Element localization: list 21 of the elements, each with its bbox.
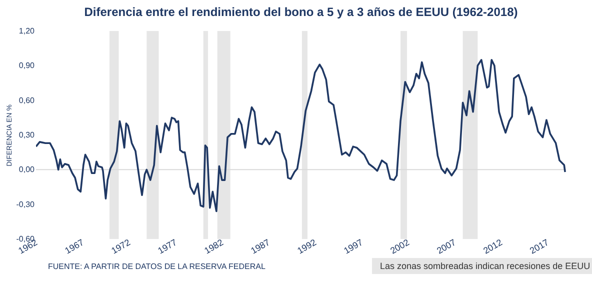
x-tick-label: 1972 bbox=[110, 237, 132, 256]
y-tick-label: 1,20 bbox=[18, 26, 36, 36]
x-tick-label: 1977 bbox=[156, 237, 178, 256]
x-tick-label: 2017 bbox=[528, 237, 550, 256]
text: Las zonas sombreadas indican recesiones de EEUU bbox=[372, 258, 592, 274]
x-tick-label: 1982 bbox=[202, 237, 225, 256]
y-tick-label: 0,00 bbox=[18, 165, 36, 174]
y-tick-label: 0,30 bbox=[18, 130, 36, 140]
source-note: FUENTE: A PARTIR DE DATOS DE LA RESERVA FEDERAL bbox=[48, 262, 266, 271]
x-tick-label: 1987 bbox=[249, 237, 272, 256]
x-tick-label: 2007 bbox=[435, 237, 458, 256]
line-series bbox=[36, 58, 566, 212]
chart-title: Diferencia entre el rendimiento del bono a 5 y a 3 años de EEUU (1962-2018) bbox=[84, 5, 518, 19]
y-tick-label: 0,90 bbox=[18, 61, 36, 70]
x-tick-label: 2002 bbox=[388, 237, 411, 256]
x-tick-label: 2012 bbox=[482, 237, 504, 256]
y-tick-label: 0,60 bbox=[18, 96, 36, 105]
x-tick-label: 1967 bbox=[63, 237, 86, 256]
x-tick-label: 1992 bbox=[296, 237, 318, 256]
x-tick-label: 1997 bbox=[342, 237, 364, 256]
y-tick-label: -0,30 bbox=[16, 200, 36, 209]
